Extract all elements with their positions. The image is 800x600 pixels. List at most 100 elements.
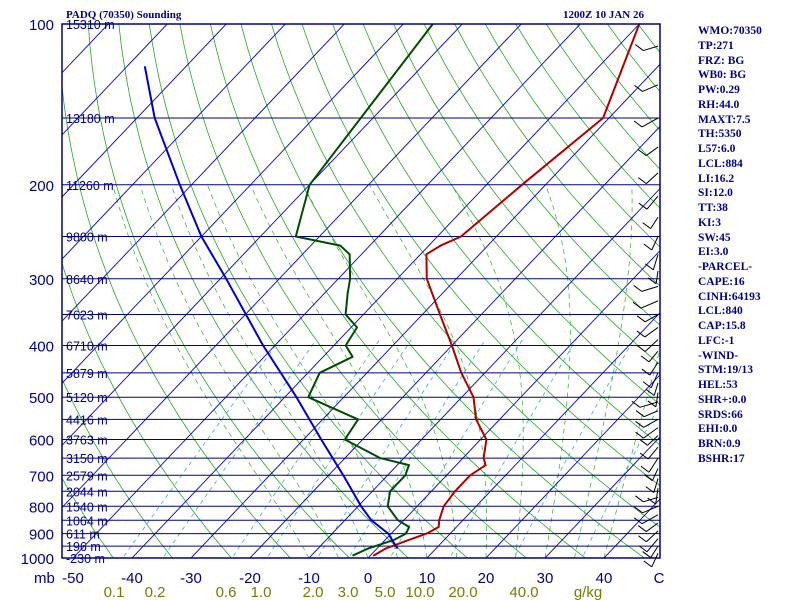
wind-barb-feather — [642, 381, 652, 389]
parcel-line — [143, 66, 399, 550]
moist-adiabat — [112, 184, 310, 558]
isotherm — [62, 24, 404, 384]
dry-adiabat — [118, 24, 409, 558]
dry-adiabat — [62, 477, 114, 558]
mixing-ratio-line — [348, 339, 486, 558]
wind-barb-feather — [641, 368, 651, 376]
dewpoint-line — [294, 24, 434, 557]
isotherm — [0, 0, 14, 569]
mixing-ratio-label: 0.1 — [104, 584, 125, 600]
wind-barb-feather — [632, 301, 642, 309]
mixing-ratio-label: 20.0 — [448, 584, 477, 600]
wind-barb — [641, 285, 659, 292]
index-item: SHR+:0.0 — [698, 393, 747, 406]
mixing-ratio-line — [162, 339, 317, 558]
wind-barb — [652, 254, 659, 271]
moist-adiabat — [544, 184, 571, 558]
wind-barb-feather — [636, 330, 646, 338]
wind-barbs — [631, 44, 659, 568]
grid-lines — [0, 0, 660, 569]
height-label: -230 m — [66, 552, 105, 566]
wind-barb — [642, 505, 659, 514]
mixing-ratio-line — [513, 339, 634, 558]
wind-barb — [640, 300, 659, 309]
isotherm — [62, 24, 463, 447]
wind-barb-feather — [633, 517, 643, 525]
dry-adiabat — [454, 24, 660, 287]
wind-barb — [642, 84, 659, 92]
mixing-ratio-label: 10.0 — [405, 584, 434, 600]
wind-barb-feather — [639, 452, 649, 460]
wind-barb — [646, 195, 659, 210]
wind-barb — [643, 410, 659, 418]
wind-barb-feather — [633, 284, 642, 292]
dry-adiabat — [332, 24, 660, 446]
station-title: PADQ (70350) Sounding — [66, 9, 182, 21]
index-item: HEL:53 — [698, 379, 738, 391]
wind-barb-feather — [637, 149, 647, 156]
wind-barb — [639, 401, 659, 408]
index-item: TH:5350 — [698, 128, 742, 141]
mixing-ratio-label: 3.0 — [338, 584, 359, 600]
index-item: SW:45 — [698, 231, 731, 244]
height-label: 11260 m — [66, 179, 114, 193]
dry-adiabat — [87, 24, 350, 558]
wind-barb-feather — [634, 85, 643, 92]
index-item: -PARCEL- — [698, 261, 753, 273]
wind-barb-feather — [640, 355, 650, 363]
wind-barb — [655, 392, 659, 408]
height-label: 9800 m — [66, 230, 108, 244]
mixing-ratio-line — [266, 339, 412, 558]
mixing-ratio-label: g/kg — [574, 584, 602, 600]
wind-barb-feather — [635, 44, 644, 51]
dry-adiabat — [62, 378, 173, 558]
isotherm — [367, 249, 660, 558]
isotherm — [249, 125, 660, 558]
temperature-tick-label: -40 — [121, 570, 143, 587]
index-item: TT:38 — [698, 202, 728, 214]
isotherm — [62, 24, 522, 509]
mixing-ratio-line — [122, 339, 281, 558]
wind-barb — [649, 362, 659, 376]
dry-adiabat — [62, 82, 291, 558]
mixing-ratio-label: 1.0 — [251, 584, 272, 600]
index-item: WMO:70350 — [698, 25, 762, 37]
wind-barb — [651, 468, 659, 481]
dry-adiabat — [148, 24, 469, 558]
isotherm — [190, 63, 660, 558]
isotherm — [131, 24, 640, 558]
pressure-label: 600 — [29, 433, 54, 450]
temperature-unit: C — [654, 570, 665, 587]
wind-barb — [643, 45, 659, 52]
moist-adiabat — [451, 184, 524, 558]
pressure-label: 500 — [29, 390, 54, 407]
mixing-ratio-label: 40.0 — [509, 584, 538, 600]
pressure-label: 300 — [29, 272, 54, 289]
height-label: 3150 m — [66, 452, 108, 466]
wind-barb — [643, 496, 659, 503]
index-item: CAP:15.8 — [698, 320, 746, 332]
isotherm — [426, 312, 660, 558]
wind-barb — [645, 146, 659, 156]
index-item: WB0: BG — [698, 69, 747, 82]
wind-barb-feather — [636, 315, 646, 323]
index-item: EI:3.0 — [698, 246, 729, 259]
wind-barb — [653, 382, 659, 396]
dry-adiabat — [362, 24, 660, 406]
wind-barb-feather — [635, 421, 644, 428]
height-label: 13180 m — [66, 112, 115, 126]
wind-barb — [650, 372, 659, 388]
wind-barb — [648, 457, 659, 473]
index-item: SI:12.0 — [698, 187, 733, 200]
dry-adiabat — [210, 24, 587, 558]
moist-adiabat — [574, 184, 633, 558]
isotherm — [62, 24, 345, 322]
wind-barb — [650, 545, 659, 558]
wind-barb-feather — [635, 410, 645, 418]
wind-barb-feather — [645, 263, 654, 271]
wind-barb — [643, 418, 659, 428]
pressure-unit: mb — [34, 570, 55, 587]
plot-border — [61, 23, 661, 559]
